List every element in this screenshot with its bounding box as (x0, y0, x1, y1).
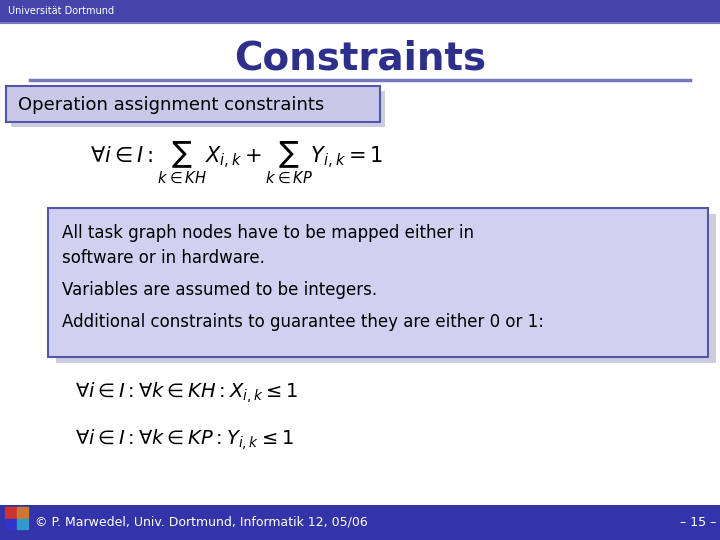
Text: software or in hardware.: software or in hardware. (62, 249, 265, 267)
Bar (17, 519, 28, 529)
Bar (0, 0, 720, 22)
Text: Constraints: Constraints (234, 39, 486, 77)
Text: © P. Marwedel, Univ. Dortmund, Informatik 12, 05/06: © P. Marwedel, Univ. Dortmund, Informati… (35, 516, 368, 529)
Text: Universität Dortmund: Universität Dortmund (8, 6, 114, 16)
Text: $\forall i \in I: \forall k \in KH: X_{i,k} \leq 1$: $\forall i \in I: \forall k \in KH: X_{i… (75, 381, 298, 406)
Text: $\forall i \in I: \forall k \in KP: Y_{i,k} \leq 1$: $\forall i \in I: \forall k \in KP: Y_{i… (75, 428, 294, 453)
Text: – 15 –: – 15 – (680, 516, 716, 529)
Text: $\forall i \in I: \sum_{k \in KH} X_{i,k} + \sum_{k \in KP} Y_{i,k} = 1$: $\forall i \in I: \sum_{k \in KH} X_{i,k… (90, 140, 383, 186)
Text: Variables are assumed to be integers.: Variables are assumed to be integers. (62, 281, 377, 299)
Bar (5, 507, 16, 518)
Bar (0, 505, 720, 540)
FancyBboxPatch shape (6, 86, 380, 122)
Bar (17, 507, 28, 518)
Text: All task graph nodes have to be mapped either in: All task graph nodes have to be mapped e… (62, 224, 474, 242)
FancyBboxPatch shape (11, 91, 385, 127)
Bar (5, 519, 16, 529)
FancyBboxPatch shape (56, 214, 716, 363)
Text: Operation assignment constraints: Operation assignment constraints (18, 96, 324, 114)
FancyBboxPatch shape (48, 208, 708, 357)
Text: Additional constraints to guarantee they are either 0 or 1:: Additional constraints to guarantee they… (62, 313, 544, 331)
